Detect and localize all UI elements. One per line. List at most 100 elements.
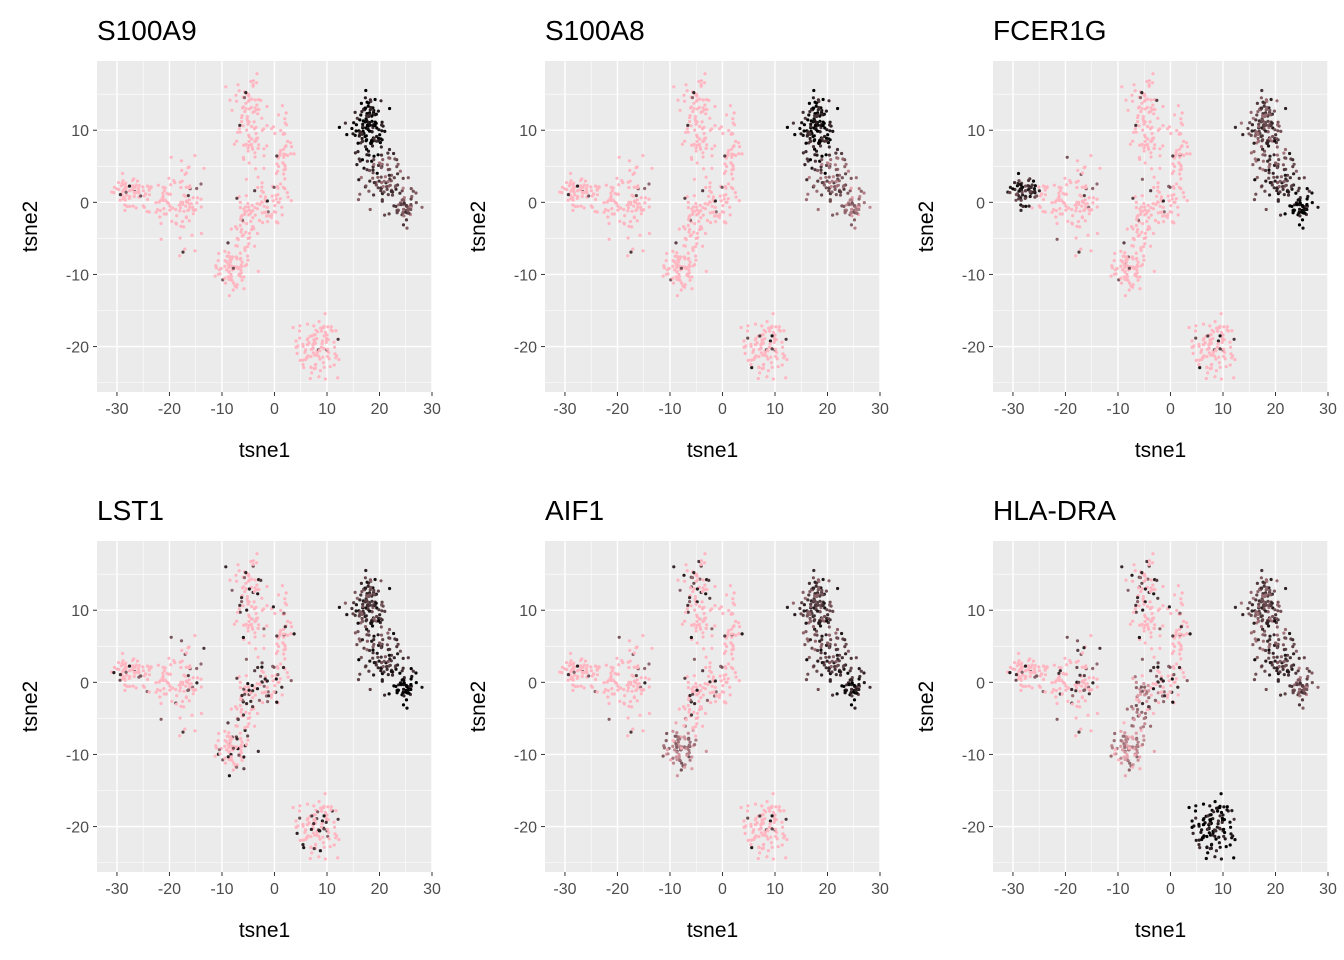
point bbox=[1247, 132, 1251, 136]
point bbox=[272, 665, 276, 669]
point bbox=[259, 98, 263, 102]
point bbox=[360, 616, 364, 621]
point bbox=[1019, 198, 1023, 202]
point bbox=[386, 151, 390, 155]
point bbox=[282, 611, 286, 615]
point bbox=[362, 646, 366, 650]
point bbox=[329, 808, 333, 812]
point bbox=[247, 641, 251, 645]
x-tick-label: -10 bbox=[1106, 881, 1129, 898]
x-axis-title: tsne1 bbox=[1135, 439, 1186, 462]
point bbox=[305, 818, 309, 822]
point bbox=[283, 167, 287, 171]
point bbox=[1276, 181, 1280, 185]
point bbox=[353, 133, 357, 137]
point bbox=[145, 184, 150, 188]
point bbox=[583, 659, 588, 663]
point bbox=[388, 106, 392, 111]
x-tick-label: 0 bbox=[270, 401, 279, 418]
point bbox=[1066, 219, 1070, 223]
point bbox=[237, 195, 241, 199]
point bbox=[306, 822, 310, 827]
point bbox=[1182, 139, 1186, 143]
point bbox=[302, 846, 306, 850]
point bbox=[682, 93, 686, 97]
point bbox=[375, 134, 379, 139]
point bbox=[223, 259, 227, 263]
point bbox=[180, 168, 184, 172]
point bbox=[618, 699, 622, 704]
point bbox=[226, 241, 230, 245]
point bbox=[239, 710, 243, 714]
point bbox=[241, 635, 245, 640]
point bbox=[698, 625, 702, 630]
point bbox=[727, 662, 731, 666]
point bbox=[1058, 669, 1062, 673]
point bbox=[188, 682, 192, 686]
point bbox=[296, 824, 300, 828]
point bbox=[758, 814, 762, 818]
point bbox=[819, 165, 823, 169]
point bbox=[379, 633, 384, 637]
point bbox=[835, 212, 839, 216]
point bbox=[804, 198, 809, 202]
point bbox=[1302, 208, 1306, 213]
point bbox=[753, 818, 757, 822]
point bbox=[387, 212, 391, 216]
point bbox=[1147, 216, 1151, 220]
point bbox=[590, 205, 594, 209]
point bbox=[217, 731, 221, 736]
point bbox=[271, 605, 275, 609]
point bbox=[1143, 231, 1148, 235]
point bbox=[378, 613, 382, 617]
point bbox=[228, 578, 232, 582]
point bbox=[1263, 153, 1267, 157]
point bbox=[808, 110, 812, 114]
point bbox=[230, 257, 234, 261]
point bbox=[317, 855, 321, 859]
point bbox=[793, 613, 797, 617]
point bbox=[245, 608, 249, 612]
point bbox=[701, 213, 705, 217]
point bbox=[323, 810, 328, 815]
point bbox=[842, 684, 846, 689]
point bbox=[316, 330, 320, 334]
point bbox=[862, 201, 866, 205]
point bbox=[595, 188, 599, 192]
point bbox=[571, 198, 575, 202]
point bbox=[693, 117, 697, 121]
point bbox=[661, 754, 665, 758]
point bbox=[1272, 153, 1276, 157]
point bbox=[695, 242, 699, 246]
point bbox=[269, 215, 273, 219]
point bbox=[238, 206, 242, 210]
point bbox=[642, 688, 646, 692]
point bbox=[286, 153, 290, 157]
point bbox=[727, 608, 731, 613]
point bbox=[834, 631, 838, 635]
point bbox=[1125, 278, 1129, 282]
point bbox=[1089, 634, 1093, 638]
point bbox=[1136, 740, 1140, 744]
y-tick-label: 10 bbox=[519, 603, 537, 620]
point bbox=[565, 661, 569, 665]
point bbox=[688, 278, 692, 282]
point bbox=[1250, 129, 1254, 133]
point bbox=[169, 183, 173, 187]
point bbox=[703, 583, 707, 587]
point bbox=[1119, 276, 1123, 280]
point bbox=[414, 191, 418, 195]
point bbox=[235, 737, 239, 741]
point bbox=[289, 632, 293, 636]
point bbox=[666, 752, 670, 756]
point bbox=[404, 218, 409, 222]
point bbox=[616, 208, 620, 212]
point bbox=[128, 684, 132, 689]
point bbox=[1289, 157, 1293, 161]
point bbox=[695, 120, 699, 124]
point bbox=[801, 590, 805, 595]
point bbox=[843, 209, 847, 214]
point bbox=[1259, 96, 1263, 100]
point bbox=[690, 143, 694, 147]
point bbox=[636, 185, 640, 189]
